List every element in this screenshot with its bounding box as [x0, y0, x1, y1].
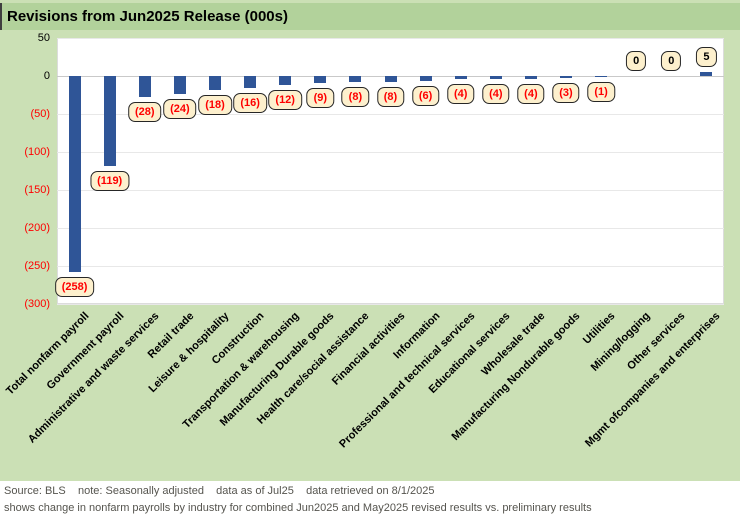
data-label: (1) — [587, 81, 615, 102]
bar — [173, 76, 186, 95]
bar — [489, 76, 502, 79]
y-axis-tick: (50) — [30, 108, 50, 120]
data-label: (9) — [306, 87, 335, 108]
data-label: (28) — [128, 102, 162, 123]
data-label: (4) — [517, 84, 545, 104]
data-label: (16) — [233, 93, 267, 114]
data-label: 0 — [661, 51, 682, 71]
y-axis-tick: (300) — [24, 298, 50, 310]
y-axis-tick: 50 — [37, 32, 50, 44]
bar — [454, 76, 467, 79]
description-note: shows change in nonfarm payrolls by indu… — [4, 502, 592, 514]
x-axis-label: Manufacturing Durable goods — [218, 310, 337, 429]
gridline — [57, 304, 724, 305]
bar — [560, 76, 572, 79]
bar — [314, 76, 327, 83]
y-axis-tick: (100) — [24, 146, 50, 158]
data-label: (6) — [411, 85, 440, 106]
data-label: (4) — [482, 84, 510, 104]
data-label: (3) — [552, 83, 580, 104]
chart-area: Revisions from Jun2025 Release (000s) 50… — [0, 3, 740, 450]
gridline — [57, 190, 724, 191]
data-label: (18) — [198, 94, 232, 115]
gridline — [57, 152, 724, 153]
data-label: (258) — [54, 277, 95, 298]
bar — [209, 76, 221, 90]
chart-title: Revisions from Jun2025 Release (000s) — [0, 3, 740, 30]
x-axis-label: Other services — [625, 310, 688, 373]
bar — [595, 76, 608, 77]
data-label: 0 — [626, 51, 647, 71]
x-axis-label: Mgmt ofcompanies and enterprises — [583, 310, 723, 450]
data-label: (12) — [268, 90, 302, 111]
bar — [244, 76, 257, 89]
x-axis-label: Information — [390, 310, 443, 362]
bar — [68, 76, 81, 273]
y-axis-tick: (250) — [24, 260, 50, 272]
data-label: (8) — [341, 87, 370, 108]
bar — [700, 72, 713, 76]
source-note: Source: BLS note: Seasonally adjusted da… — [4, 485, 435, 497]
bar — [103, 76, 116, 167]
y-axis-tick: (200) — [24, 222, 50, 234]
data-label: 5 — [696, 47, 717, 68]
gridline — [57, 266, 724, 267]
data-label: (24) — [163, 99, 197, 120]
bar — [138, 76, 151, 98]
footer: Source: BLS note: Seasonally adjusted da… — [0, 481, 740, 518]
gridline — [57, 114, 724, 115]
x-axis-label: Financial activities — [329, 310, 407, 388]
bar — [349, 76, 362, 83]
plot-area — [57, 38, 724, 304]
bar — [419, 76, 432, 81]
x-axis-label: Health care/social assistance — [255, 310, 372, 427]
data-label: (119) — [90, 171, 130, 192]
y-axis-tick: 0 — [43, 70, 50, 82]
y-axis-tick: (150) — [24, 184, 50, 196]
bar — [279, 76, 292, 86]
bar — [384, 76, 397, 83]
data-label: (4) — [446, 84, 475, 104]
bar — [524, 76, 537, 79]
gridline — [57, 38, 724, 39]
gridline — [57, 228, 724, 229]
data-label: (8) — [376, 87, 405, 108]
